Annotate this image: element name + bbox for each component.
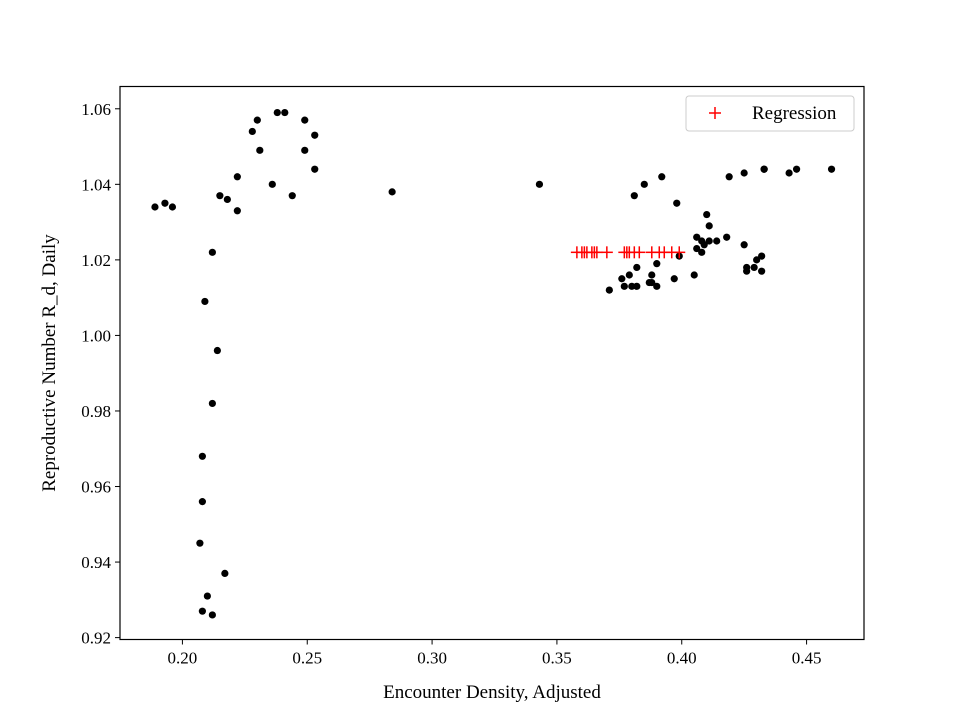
data-point [605,286,613,294]
data-point [740,169,748,177]
legend: Regression [685,95,855,132]
data-point [740,241,748,249]
data-point [693,244,701,253]
data-point [633,263,641,272]
data-point [760,165,768,173]
x-tick-label: 0.40 [667,649,697,668]
data-point [301,116,309,124]
data-point [648,271,656,279]
y-tick-label: 0.92 [81,629,111,648]
data-point [618,275,626,283]
data-point [256,146,264,154]
data-point [630,192,638,200]
regression-point [600,246,613,259]
data-point [705,222,713,230]
data-point [301,146,309,154]
data-point [216,192,224,200]
data-point [223,195,231,204]
legend-marker-regression [709,107,721,119]
data-point [633,282,641,290]
data-point [208,248,216,256]
data-point [700,241,708,249]
data-point [213,346,221,355]
y-axis: 0.92 0.94 0.96 0.98 1.00 1.02 1.04 1.06 [81,100,120,648]
data-point [723,233,731,241]
data-point [151,203,159,211]
y-tick-label: 1.06 [81,100,111,119]
y-tick-label: 1.00 [81,326,111,345]
y-tick-label: 0.98 [81,402,111,421]
x-tick-label: 0.45 [792,649,822,668]
scatter-points [151,108,836,619]
data-point [673,199,681,207]
legend-label-regression: Regression [752,103,837,124]
y-tick-label: 0.94 [81,553,111,572]
y-tick-label: 0.96 [81,478,111,497]
data-point [268,180,276,188]
data-point [693,233,701,241]
data-point [273,108,281,117]
regression-points [570,246,686,259]
y-tick-label: 1.02 [81,251,111,270]
data-point [640,180,648,188]
data-point [758,267,766,275]
data-point [653,260,661,268]
data-point [743,267,751,275]
x-axis: 0.20 0.25 0.30 0.35 0.40 0.45 [168,639,822,668]
data-point [233,173,241,181]
data-point [203,592,211,600]
data-point [653,282,661,290]
data-point [648,278,656,287]
data-point [620,282,628,290]
data-point [208,399,216,408]
data-point [253,116,261,124]
data-point [792,165,801,173]
data-point [221,569,229,577]
data-point [198,607,206,615]
data-point [288,192,296,200]
data-point [705,237,713,245]
y-axis-label: Reproductive Number R_d, Daily [39,234,60,492]
x-tick-label: 0.35 [542,649,572,668]
data-point [201,297,209,306]
data-point [713,237,721,245]
data-point [233,207,241,215]
data-point [198,452,206,460]
data-point [658,173,666,181]
data-point [703,210,711,219]
plot-frame [119,85,865,641]
x-tick-label: 0.25 [292,649,322,668]
legend-box [685,95,855,132]
data-point [311,165,319,173]
data-point [198,498,206,506]
data-point [670,275,678,283]
data-point [248,127,256,136]
regression-point [673,246,686,259]
data-point [690,271,698,279]
data-point [311,131,319,139]
data-point [535,180,544,188]
regression-point [633,246,646,259]
data-point [168,203,177,211]
data-point [758,252,766,260]
data-point [208,611,216,619]
data-point [785,169,793,177]
y-tick-label: 1.04 [81,175,111,194]
x-tick-label: 0.20 [168,649,198,668]
data-point [161,199,169,207]
data-point [388,188,396,196]
x-tick-label: 0.30 [417,649,447,668]
data-point [625,271,633,279]
data-point [753,256,761,264]
data-point [827,165,836,173]
data-point [698,248,706,256]
x-axis-label: Encounter Density, Adjusted [383,682,601,703]
data-point [725,173,733,181]
data-point [750,263,758,272]
data-point [628,282,636,290]
data-point [281,108,289,117]
data-point [196,539,204,547]
